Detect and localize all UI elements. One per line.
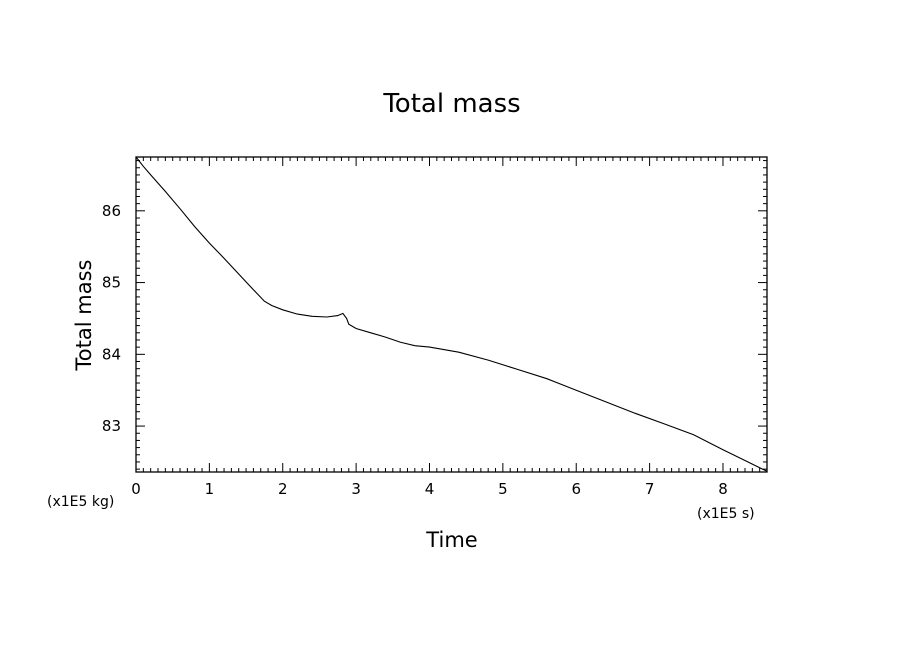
y-axis-label: Total mass — [72, 260, 96, 372]
y-tick-label: 84 — [102, 345, 121, 363]
x-tick-label: 1 — [205, 480, 215, 498]
x-tick-label: 3 — [351, 480, 361, 498]
x-tick-labels: 0 1 2 3 4 5 6 7 8 — [131, 480, 728, 498]
x-tick-label: 5 — [498, 480, 508, 498]
y-minor-ticks — [136, 160, 767, 470]
x-tick-label: 7 — [645, 480, 655, 498]
y-unit-label: (x1E5 kg) — [47, 494, 114, 510]
x-axis-label: Time — [425, 528, 477, 552]
x-tick-label: 0 — [131, 480, 141, 498]
y-tick-label: 83 — [102, 417, 121, 435]
y-tick-label: 86 — [102, 202, 121, 220]
y-tick-labels: 83 84 85 86 — [102, 202, 121, 435]
plot-frame — [135, 156, 768, 473]
x-tick-label: 2 — [278, 480, 288, 498]
chart-title: Total mass — [382, 89, 520, 119]
x-tick-label: 4 — [425, 480, 435, 498]
y-tick-label: 85 — [102, 274, 121, 292]
series-line-total-mass — [135, 156, 768, 472]
y-major-ticks — [136, 210, 767, 427]
x-tick-label: 8 — [718, 480, 728, 498]
x-major-ticks — [135, 157, 724, 472]
x-unit-label: (x1E5 s) — [697, 506, 755, 522]
x-tick-label: 6 — [571, 480, 581, 498]
x-minor-ticks — [142, 157, 768, 472]
